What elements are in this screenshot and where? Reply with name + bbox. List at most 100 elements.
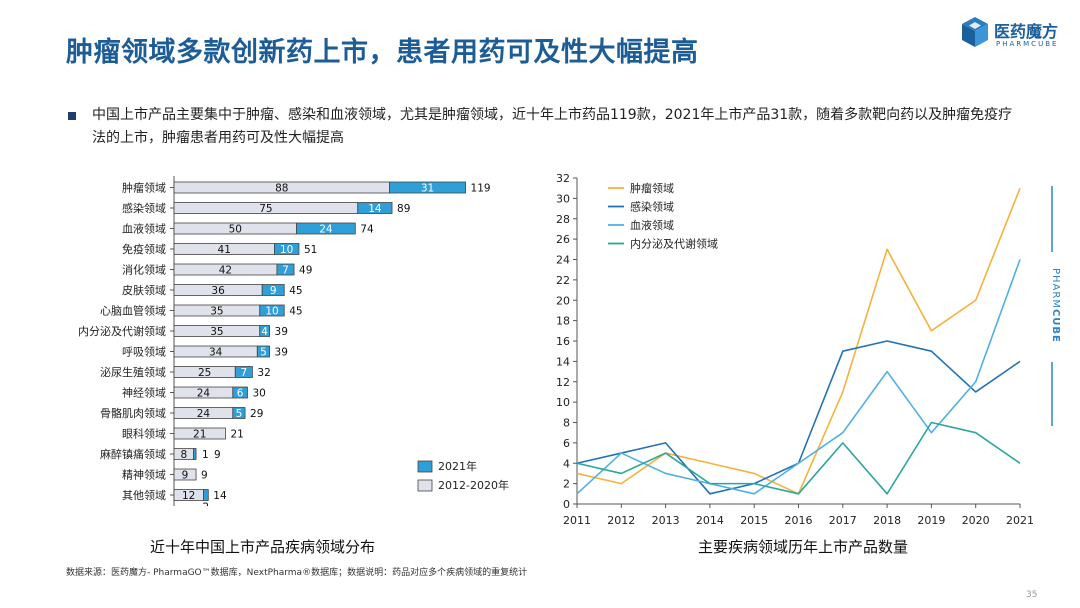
bar-total-label: 39	[275, 326, 288, 338]
source-footnote: 数据来源：医药魔方- PharmaGO™数据库，NextPharma®数据库；数…	[66, 568, 528, 578]
bar-value-2012-2020: 24	[197, 388, 211, 400]
legend-label: 肿瘤领域	[630, 181, 674, 195]
bar-value-2021: 1	[202, 449, 209, 461]
category-label: 心脑血管领域	[100, 304, 166, 318]
bar-2021	[261, 284, 285, 296]
category-label: 消化领域	[122, 263, 166, 277]
bar-2021	[259, 304, 285, 317]
bar-total-label: 14	[213, 490, 227, 502]
legend-label-2021: 2021年	[438, 459, 477, 473]
category-label: 精神领域	[122, 468, 166, 482]
bar-value-2012-2020: 42	[219, 265, 232, 277]
y-tick-label: 28	[556, 213, 570, 226]
bar-value-2012-2020: 36	[211, 285, 225, 297]
bar-2021	[202, 489, 209, 501]
bar-total-label: 21	[230, 429, 243, 441]
y-tick-label: 4	[563, 457, 570, 470]
bar-value-2012-2020: 24	[197, 408, 211, 420]
bar-value-2021: 5	[260, 347, 267, 359]
bar-2012-2020	[173, 427, 226, 440]
logo-name: 医药魔方	[994, 22, 1059, 41]
y-tick-label: 8	[563, 417, 570, 430]
category-label: 血液领域	[122, 222, 166, 236]
x-tick-label: 2011	[563, 514, 591, 527]
category-label: 感染领域	[122, 201, 166, 215]
y-tick-label: 24	[556, 254, 570, 267]
y-tick-label: 16	[556, 335, 570, 348]
category-label: 麻醉镇痛领域	[100, 447, 166, 461]
page-number: 35	[1026, 590, 1038, 600]
bar-value-2021: 14	[368, 203, 382, 215]
bar-value-2021: 31	[421, 183, 434, 195]
bar-value-2021: 7	[240, 367, 247, 379]
category-label: 皮肤领域	[122, 283, 166, 297]
bar-value-2012-2020: 35	[210, 306, 223, 318]
bar-total-label: 45	[289, 285, 302, 297]
category-label: 眼科领域	[122, 427, 166, 441]
bar-2021	[193, 448, 197, 460]
bar-value-2012-2020: 75	[259, 203, 272, 215]
x-tick-label: 2018	[873, 514, 901, 527]
bar-total-label: 89	[397, 203, 410, 215]
line-chart-caption: 主要疾病领域历年上市产品数量	[698, 538, 909, 556]
y-tick-label: 14	[556, 355, 570, 368]
logo-english: PHARMCUBE	[996, 40, 1059, 48]
y-tick-label: 20	[556, 294, 570, 307]
category-label: 骨骼肌肉领域	[100, 406, 166, 420]
bullet-square-icon	[68, 112, 76, 120]
legend-label: 血液领域	[630, 218, 674, 232]
bar-total-label: 51	[304, 244, 317, 256]
brand-logo: 医药魔方 PHARMCUBE	[960, 16, 1070, 52]
series-line	[576, 259, 1021, 495]
series-line	[576, 421, 1021, 495]
legend-label: 感染领域	[630, 200, 674, 214]
bar-value-2012-2020: 12	[182, 490, 195, 502]
svg-text:PHARMCUBE: PHARMCUBE	[1050, 268, 1061, 343]
x-tick-label: 2019	[917, 514, 945, 527]
y-tick-label: 30	[556, 192, 570, 205]
category-label: 免疫领域	[122, 242, 166, 256]
series-line	[576, 340, 1021, 495]
category-label: 肿瘤领域	[122, 181, 166, 195]
y-tick-label: 6	[563, 437, 570, 450]
category-label: 泌尿生殖领域	[100, 365, 166, 379]
y-tick-label: 12	[556, 376, 570, 389]
bar-value-2012-2020: 34	[209, 347, 223, 359]
bar-total-label: 30	[253, 388, 266, 400]
bar-value-2012-2020: 25	[198, 367, 211, 379]
summary-bullet: 中国上市产品主要集中于肿瘤、感染和血液领域，尤其是肿瘤领域，近十年上市药品119…	[92, 107, 1013, 146]
bar-2021	[357, 202, 393, 214]
bar-value-2021: 7	[282, 265, 289, 277]
bar-total-label: 32	[257, 367, 270, 379]
y-tick-label: 22	[556, 274, 570, 287]
bar-2021	[256, 345, 270, 358]
bar-2021	[234, 366, 253, 378]
bar-total-label: 39	[275, 347, 288, 359]
bar-2012-2020	[173, 468, 197, 481]
bar-total-label: 119	[471, 183, 491, 195]
bar-total-label: 9	[214, 449, 221, 461]
bar-value-2021: 10	[280, 244, 293, 256]
bar-2021	[296, 222, 356, 235]
cube-logo-icon	[962, 17, 988, 47]
bar-value-2012-2020: 21	[193, 429, 206, 441]
bar-value-2021: 5	[236, 408, 243, 420]
bar-value-2012-2020: 88	[275, 183, 288, 195]
bar-value-2012-2020: 41	[218, 244, 231, 256]
bar-total-label: 74	[360, 224, 374, 236]
bar-2021	[232, 407, 246, 419]
legend-swatch-2012-2020	[417, 479, 433, 492]
x-tick-label: 2021	[1006, 514, 1033, 527]
bar-value-2021: 9	[270, 285, 277, 297]
bar-value-2012-2020: 35	[210, 326, 223, 338]
bar-value-2021: 6	[237, 388, 244, 400]
x-tick-label: 2013	[652, 514, 680, 527]
side-brand-text: PHARMCUBE	[1050, 268, 1061, 343]
category-label: 其他领域	[122, 489, 166, 502]
bar-total-label: 9	[201, 470, 208, 482]
y-tick-label: 26	[556, 233, 570, 246]
y-tick-label: 32	[556, 172, 570, 185]
bar-2021	[389, 181, 466, 194]
